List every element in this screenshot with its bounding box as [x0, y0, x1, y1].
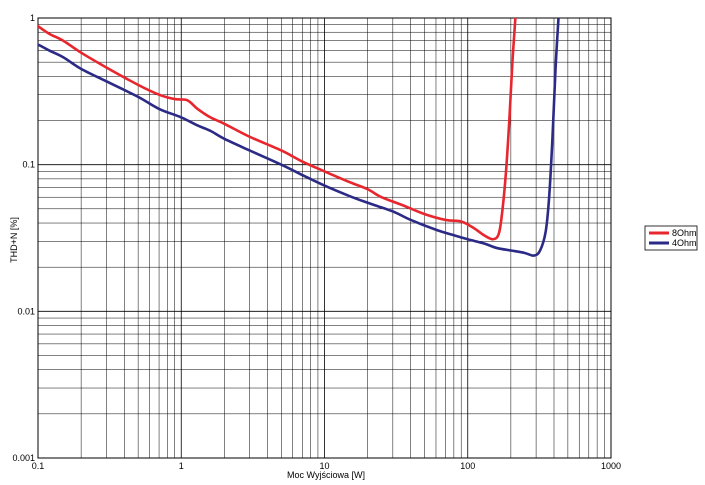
grid [37, 18, 611, 459]
series-line-8ohm [38, 18, 517, 241]
y-tick-labels: 0.001 0.01 0.1 1 [12, 13, 35, 463]
x-tick-labels: 0.1 1 10 100 1000 [32, 461, 621, 471]
legend: 8Ohm 4Ohm [644, 225, 698, 251]
y-tick-label: 0.01 [17, 306, 35, 316]
y-axis-label: THD+N [%] [9, 217, 19, 263]
y-tick-label: 1 [30, 13, 35, 23]
x-tick-label: 100 [460, 461, 475, 471]
y-tick-label: 0.001 [12, 453, 35, 463]
series-layer [38, 18, 560, 257]
legend-box [644, 225, 698, 251]
x-tick-label: 1 [179, 461, 184, 471]
series-line-4ohm [38, 18, 560, 257]
legend-label-8ohm: 8Ohm [672, 228, 697, 238]
x-tick-label: 0.1 [32, 461, 45, 471]
y-tick-label: 0.1 [22, 160, 35, 170]
x-axis-label: Moc Wyjściowa [W] [287, 470, 365, 480]
x-tick-label: 10 [319, 461, 329, 471]
x-tick-label: 1000 [601, 461, 621, 471]
plot-frame [37, 17, 612, 459]
legend-label-4ohm: 4Ohm [672, 238, 697, 248]
